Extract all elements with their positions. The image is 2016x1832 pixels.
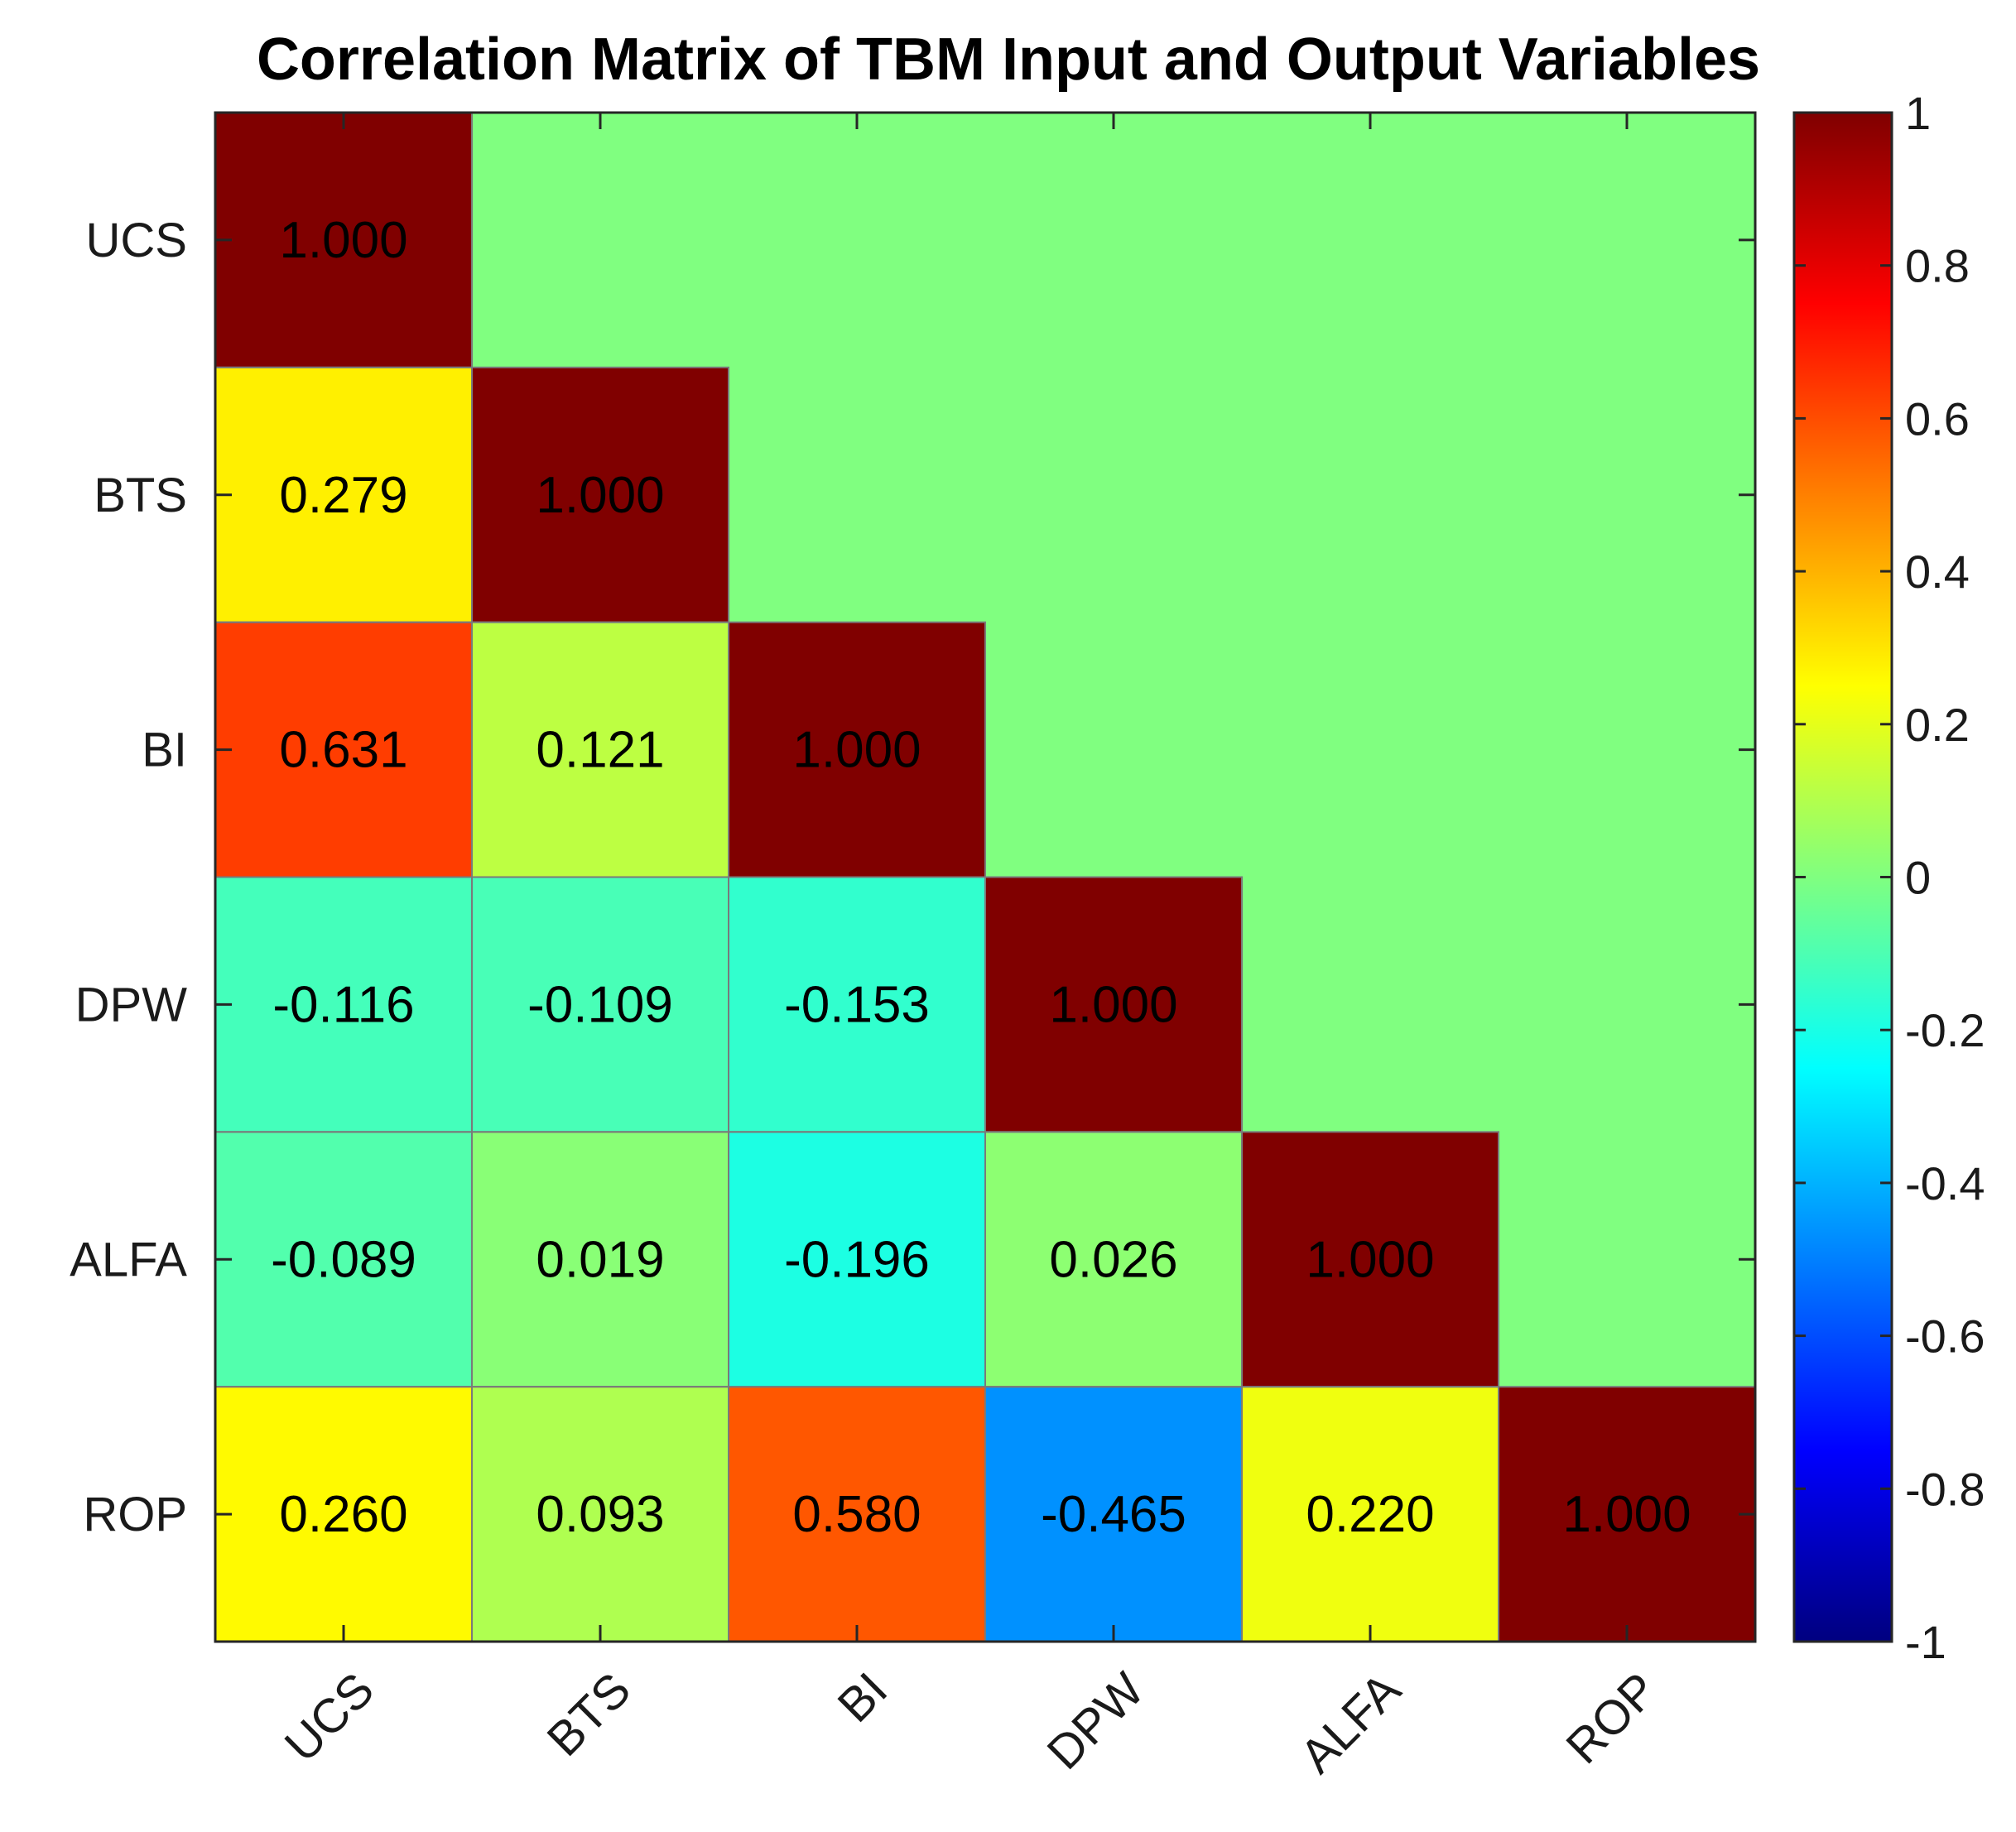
cell-value-label: 1.000 <box>536 467 664 524</box>
heatmap-cell-dpw-rop <box>1499 877 1756 1132</box>
colorbar-tick-label: -1 <box>1905 1616 1946 1668</box>
y-tick-label-alfa: ALFA <box>70 1233 187 1286</box>
colorbar-tick-label: 0.2 <box>1905 699 1970 751</box>
heatmap-cell-bi-dpw <box>985 622 1243 878</box>
cell-value-label: 0.121 <box>536 722 664 779</box>
heatmap-cell-bts-dpw <box>985 367 1243 623</box>
heatmap-cell-ucs-alfa <box>1242 113 1499 368</box>
heatmap-cell-rop-rop <box>1499 1387 1756 1642</box>
cell-value-label: 0.019 <box>536 1231 664 1288</box>
heatmap-cell-dpw-alfa <box>1242 877 1499 1132</box>
heatmap-cell-bi-bi <box>729 622 986 878</box>
x-tick-label-ucs: UCS <box>275 1662 385 1772</box>
y-tick-label-bts: BTS <box>94 469 187 522</box>
cell-value-label: -0.465 <box>1041 1486 1186 1543</box>
axes-frame <box>214 111 1757 1643</box>
colorbar-gradient <box>1792 111 1893 1643</box>
heatmap-cell-alfa-rop <box>1499 1132 1756 1387</box>
cell-value-label: 0.093 <box>536 1486 664 1543</box>
heatmap-cell-bts-bts <box>472 367 729 623</box>
cell-value-label: -0.196 <box>784 1231 930 1288</box>
heatmap-cell-ucs-ucs <box>215 113 473 368</box>
colorbar-tick-label: -0.8 <box>1905 1463 1985 1515</box>
heatmap-cell-ucs-dpw <box>985 113 1243 368</box>
heatmap-cell-bts-alfa <box>1242 367 1499 623</box>
heatmap-cell-alfa-bi <box>729 1132 986 1387</box>
colorbar-tick-label: -0.6 <box>1905 1310 1985 1363</box>
heatmap-cell-bi-rop <box>1499 622 1756 878</box>
x-tick-label-rop: ROP <box>1556 1662 1667 1774</box>
heatmap-cell-dpw-ucs <box>215 877 473 1132</box>
heatmap-cell-alfa-alfa <box>1242 1132 1499 1387</box>
y-tick-label-rop: ROP <box>83 1488 187 1541</box>
heatmap-cell-alfa-dpw <box>985 1132 1243 1387</box>
cell-value-label: 0.279 <box>279 467 407 524</box>
heatmap-cell-bts-bi <box>729 367 986 623</box>
heatmap-cell-bi-ucs <box>215 622 473 878</box>
cell-value-label: 0.580 <box>792 1486 921 1543</box>
cell-value-label: 1.000 <box>1049 976 1177 1033</box>
heatmap-cell-dpw-bts <box>472 877 729 1132</box>
cell-value-label: 0.631 <box>279 722 407 779</box>
y-tick-label-ucs: UCS <box>86 214 187 267</box>
heatmap-cell-rop-dpw <box>985 1387 1243 1642</box>
cell-value-label: 0.026 <box>1049 1231 1177 1288</box>
cell-value-label: 1.000 <box>1562 1486 1691 1543</box>
y-tick-label-bi: BI <box>142 724 187 777</box>
heatmap-cell-rop-ucs <box>215 1387 473 1642</box>
heatmap-cell-ucs-rop <box>1499 113 1756 368</box>
colorbar-tick-label: 0.4 <box>1905 546 1970 598</box>
cell-value-label: 0.260 <box>279 1486 407 1543</box>
colorbar-tick-label: 0.6 <box>1905 392 1970 445</box>
chart-title: Correlation Matrix of TBM Input and Outp… <box>257 26 1760 93</box>
cell-value-label: -0.089 <box>271 1231 416 1288</box>
colorbar-tick-label: 1 <box>1905 87 1931 139</box>
x-tick-label-alfa: ALFA <box>1290 1662 1411 1783</box>
cell-value-label: -0.109 <box>527 976 673 1033</box>
cell-value-label: 0.220 <box>1306 1486 1434 1543</box>
heatmap-cell-rop-bi <box>729 1387 986 1642</box>
x-tick-label-bi: BI <box>827 1662 897 1733</box>
heatmap-cell-bts-ucs <box>215 367 473 623</box>
colorbar-tick-label: -0.2 <box>1905 1004 1985 1056</box>
y-tick-label-dpw: DPW <box>75 978 188 1031</box>
x-tick-label-dpw: DPW <box>1037 1662 1155 1780</box>
heatmap-cell-dpw-bi <box>729 877 986 1132</box>
colorbar-tick-label: 0 <box>1905 852 1931 904</box>
colorbar: 1 0.8 0.6 0.4 0.2 0 -0.2 -0.4 -0.6 -0.8 -1 <box>1792 87 1985 1668</box>
colorbar-tick-label: -0.4 <box>1905 1157 1985 1209</box>
cell-value-label: 1.000 <box>792 722 921 779</box>
cell-value-label: -0.116 <box>272 976 414 1033</box>
cell-value-label: -0.153 <box>784 976 930 1033</box>
heatmap-cell-bts-rop <box>1499 367 1756 623</box>
heatmap-cell-ucs-bi <box>729 113 986 368</box>
heatmap-cell-dpw-dpw <box>985 877 1243 1132</box>
heatmap-cell-bi-bts <box>472 622 729 878</box>
heatmap-cell-labels: 1.000 0.279 1.000 0.631 0.121 1.000 -0.116 -0.1… <box>271 212 1691 1543</box>
heatmap-cells <box>214 112 1756 1642</box>
cell-value-label: 1.000 <box>279 212 407 269</box>
heatmap-cell-rop-bts <box>472 1387 729 1642</box>
heatmap-cell-bi-alfa <box>1242 622 1499 878</box>
cell-value-label: 1.000 <box>1306 1231 1434 1288</box>
heatmap-cell-rop-alfa <box>1242 1387 1499 1642</box>
heatmap-cell-alfa-ucs <box>215 1132 473 1387</box>
heatmap-cell-ucs-bts <box>472 113 729 368</box>
x-tick-label-bts: BTS <box>536 1662 641 1767</box>
heatmap-cell-alfa-bts <box>472 1132 729 1387</box>
colorbar-tick-label: 0.8 <box>1905 240 1970 292</box>
